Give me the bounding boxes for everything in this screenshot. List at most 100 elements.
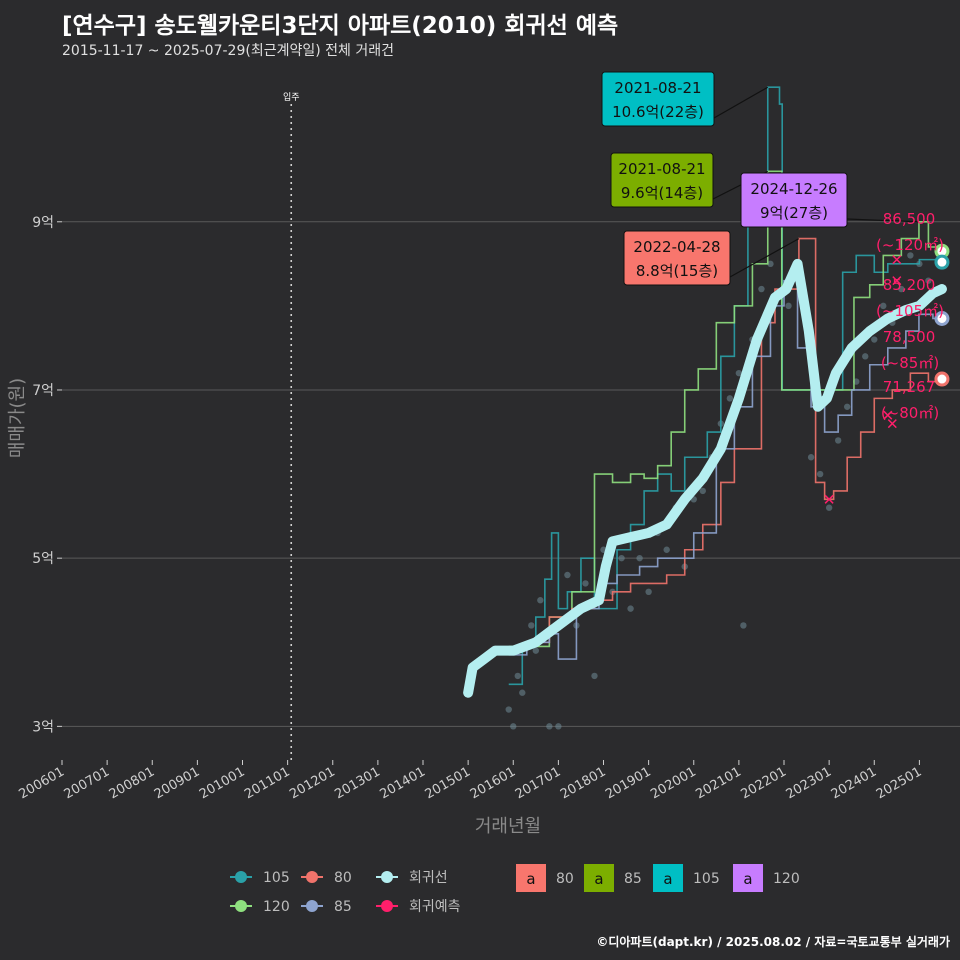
- x-tick-label: 202301: [784, 764, 834, 802]
- forecast-mark: [824, 494, 834, 504]
- x-tick-label: 201201: [287, 764, 337, 802]
- x-tick-label: 201301: [332, 764, 382, 802]
- legend-item-105: 105: [230, 870, 290, 886]
- legend-label: 105: [263, 870, 290, 886]
- end-points: [934, 243, 950, 387]
- y-axis-label: 매매가(원): [7, 378, 28, 458]
- end-label-2: 78,500 (~85㎡): [881, 328, 939, 372]
- legend-label: 120: [263, 899, 290, 915]
- legend: 105 80 회귀선 120 85 회귀예측 a 80 a 85 a 105 a 120: [230, 864, 800, 915]
- transaction-point: [925, 277, 932, 284]
- legend-swatch: [584, 864, 614, 892]
- legend-label: 회귀예측: [409, 899, 461, 915]
- transaction-point: [519, 689, 526, 696]
- transaction-point: [537, 597, 544, 604]
- x-tick-label: 201601: [468, 764, 518, 802]
- x-tick-label: 201001: [197, 764, 247, 802]
- legend-item-회귀예측: 회귀예측: [376, 899, 461, 915]
- transaction-point: [510, 723, 517, 730]
- legend-label: 80: [334, 870, 352, 886]
- legend-label: 120: [773, 871, 800, 887]
- x-tick-label: 201801: [558, 764, 608, 802]
- transaction-point: [880, 302, 887, 310]
- annotation-box: [740, 172, 848, 228]
- annotation-leader: [713, 86, 769, 119]
- series-line-120: [508, 170, 943, 648]
- x-tick-label: 202401: [829, 764, 879, 802]
- x-tick-label: 201101: [242, 764, 292, 802]
- y-tick-label: 5억: [32, 551, 54, 567]
- end-label-area: (~85㎡): [881, 354, 939, 372]
- x-axis-label: 거래년월: [475, 816, 541, 837]
- annotation-box: [601, 71, 715, 127]
- annotation-box: [610, 152, 714, 208]
- annotation-leader: [729, 238, 800, 278]
- legend-label: 회귀선: [409, 870, 448, 886]
- x-tick-label: 202201: [739, 764, 789, 802]
- x-tick-label: 200901: [152, 764, 202, 802]
- move-in-marker: 입주: [283, 91, 300, 760]
- legend-glyph: a: [743, 870, 752, 888]
- legend-box-80: a 80: [516, 864, 574, 892]
- annotation-price: 8.8억(15층): [636, 262, 718, 280]
- end-label-0: 86,500 (~120㎡): [876, 210, 944, 254]
- legend-swatch: [653, 864, 683, 892]
- y-tick-label: 3억: [32, 719, 54, 735]
- annotation-3: 2022-04-28 8.8억(15층): [623, 230, 800, 286]
- x-tick-label: 201401: [378, 764, 428, 802]
- legend-item-120: 120: [230, 899, 290, 915]
- end-label-area: (~105㎡): [876, 302, 944, 320]
- legend-box-105: a 105: [653, 864, 720, 892]
- transaction-point: [582, 580, 589, 587]
- annotation-1: 2021-08-21 9.6억(14층): [610, 152, 769, 208]
- transaction-point: [627, 605, 634, 612]
- x-tick-label: 200701: [62, 764, 112, 802]
- end-label-area: (~80㎡): [881, 404, 939, 422]
- transaction-point: [843, 403, 851, 410]
- annotation-date: 2021-08-21: [614, 79, 701, 97]
- transaction-point: [740, 622, 747, 629]
- annotation-price: 10.6억(22층): [612, 103, 704, 121]
- transaction-point: [699, 487, 706, 495]
- regression-line: [463, 258, 947, 698]
- legend-label: 80: [556, 871, 574, 887]
- transaction-point: [546, 723, 553, 730]
- end-point-105: [934, 254, 950, 270]
- transaction-point: [834, 437, 842, 444]
- chart-subtitle: 2015-11-17 ~ 2025-07-29(최근계약일) 전체 거래건: [62, 43, 394, 59]
- transaction-point: [816, 470, 824, 478]
- transaction-point: [871, 336, 878, 343]
- x-tick-label: 202101: [693, 764, 743, 802]
- x-tick-label: 201701: [513, 764, 563, 802]
- regression-path: [463, 258, 947, 698]
- transaction-point: [862, 353, 869, 360]
- legend-label: 85: [624, 871, 642, 887]
- end-labels: 86,500 (~120㎡) 85,200 (~105㎡) 78,500 (~85㎡) 71…: [876, 210, 944, 422]
- x-tick-label: 200601: [17, 764, 67, 802]
- legend-dot: [235, 900, 247, 912]
- end-label-value: 86,500: [883, 210, 936, 228]
- legend-glyph: a: [526, 870, 535, 888]
- legend-swatch: [516, 864, 546, 892]
- end-point-85: [934, 310, 950, 326]
- transaction-point: [758, 285, 765, 293]
- series-line-85: [508, 279, 942, 660]
- annotation-leader: [846, 218, 919, 223]
- legend-item-회귀선: 회귀선: [376, 870, 448, 886]
- series-line-105: [508, 86, 943, 686]
- transaction-point: [645, 588, 652, 596]
- legend-dot: [306, 871, 318, 883]
- source-credit: ©디아파트(dapt.kr) / 2025.08.02 / 자료=국토교통부 실…: [596, 935, 950, 949]
- end-point-80: [934, 371, 950, 387]
- annotation-date: 2024-12-26: [750, 180, 837, 198]
- transaction-point: [618, 554, 625, 562]
- transaction-point: [505, 706, 512, 713]
- annotation-date: 2021-08-21: [618, 160, 705, 178]
- transaction-point: [898, 285, 905, 293]
- end-label-area: (~120㎡): [876, 236, 944, 254]
- transaction-point: [735, 369, 743, 377]
- forecast-mark: [883, 410, 893, 420]
- legend-dot: [381, 900, 393, 912]
- transaction-point: [555, 723, 562, 730]
